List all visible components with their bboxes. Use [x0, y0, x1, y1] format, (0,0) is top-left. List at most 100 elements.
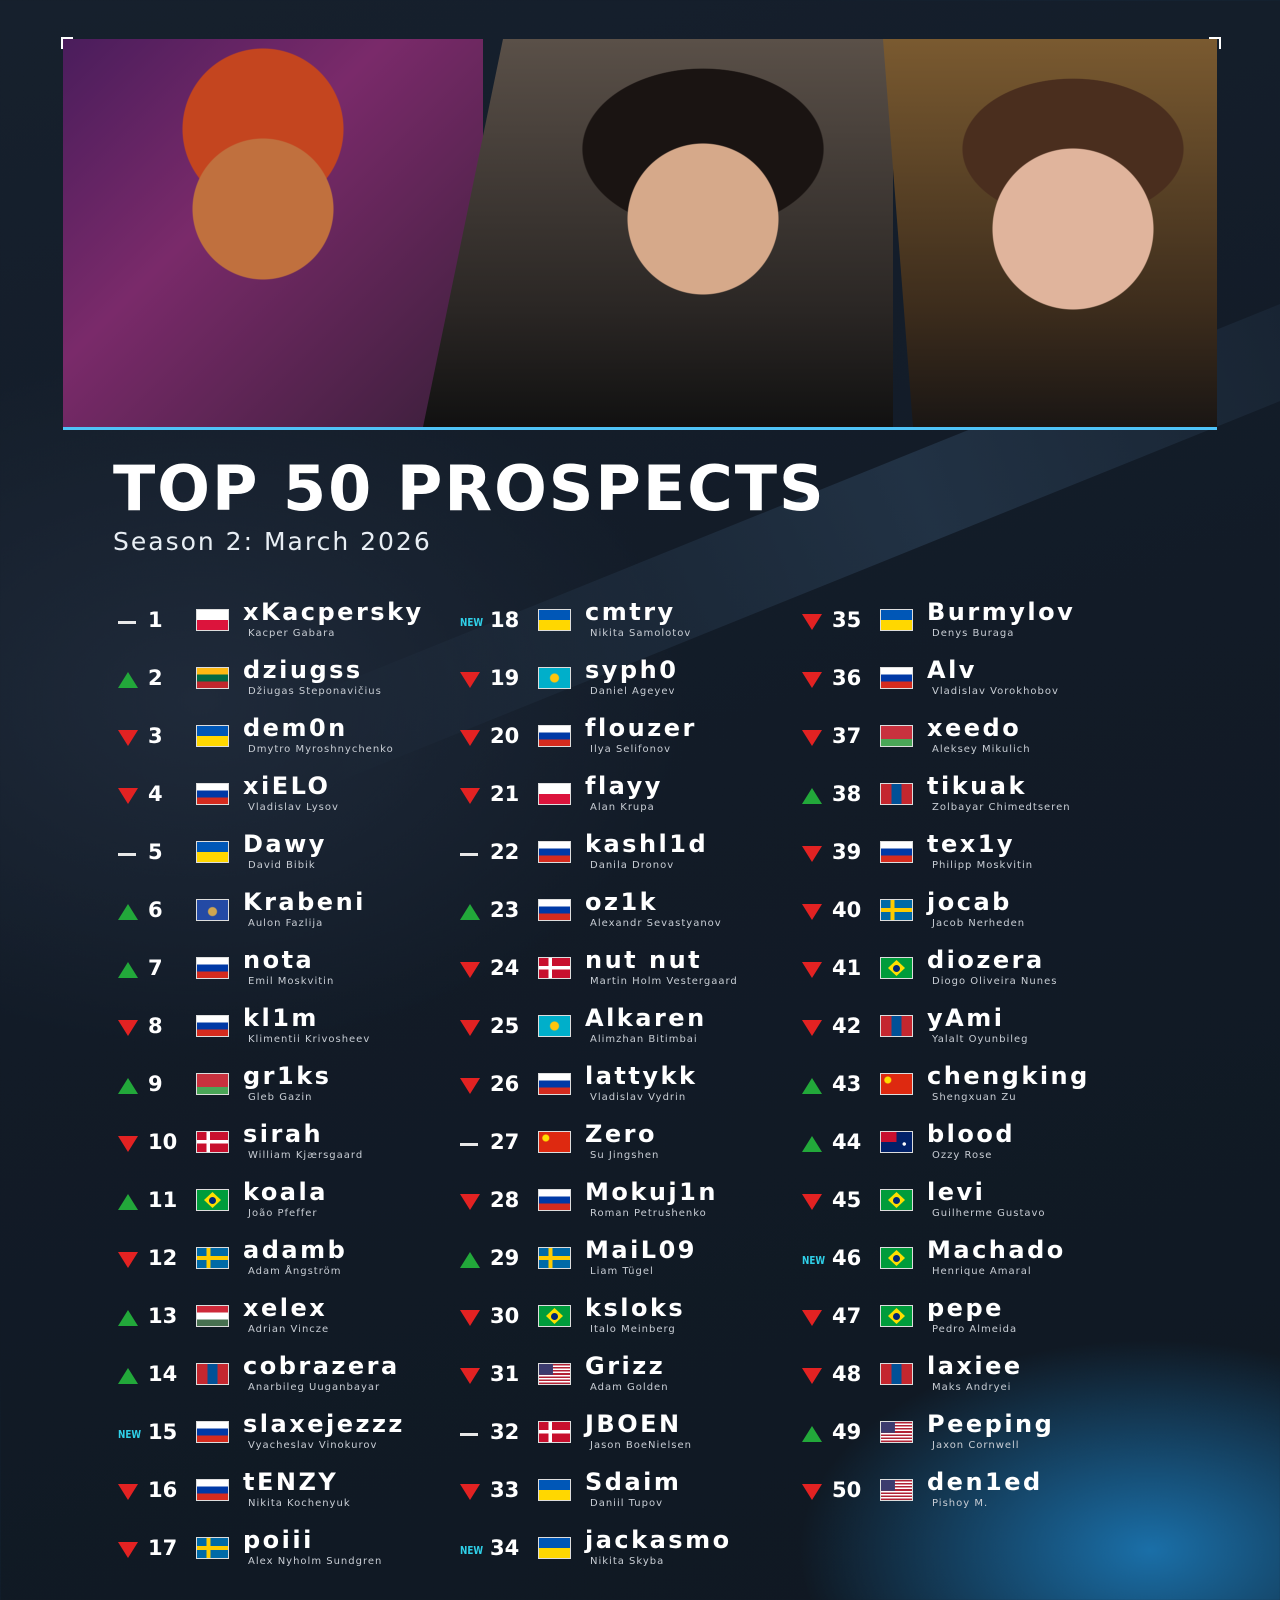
flag-ru-icon [880, 667, 913, 689]
trend-down-icon [460, 788, 480, 804]
prospect-row: 28 Mokuj1n Roman Petrushenko [460, 1178, 790, 1232]
trend-indicator [460, 1136, 484, 1152]
player-real-name: Henrique Amaral [932, 1266, 1032, 1277]
prospect-row: 40 jocab Jacob Nerheden [802, 888, 1132, 942]
rank-number: 17 [148, 1536, 178, 1560]
player-nickname: adamb [243, 1236, 348, 1264]
trend-down-icon [118, 1136, 138, 1152]
rank-number: 45 [832, 1188, 862, 1212]
prospect-row: NEW 34 jackasmo Nikita Skyba [460, 1526, 790, 1580]
rank-number: 7 [148, 956, 163, 980]
trend-indicator [460, 788, 484, 804]
prospect-row: 39 tex1y Philipp Moskvitin [802, 830, 1132, 884]
rank-number: 33 [490, 1478, 520, 1502]
flag-pl-icon [196, 609, 229, 631]
player-real-name: Jaxon Cornwell [932, 1440, 1020, 1451]
rank-number: 5 [148, 840, 163, 864]
new-badge: NEW [118, 1428, 142, 1441]
player-nickname: flayy [585, 772, 663, 800]
prospect-row: 10 sirah William Kjærsgaard [118, 1120, 448, 1174]
flag-ua-icon [538, 609, 571, 631]
flag-ru-icon [196, 1479, 229, 1501]
prospect-row: 24 nut nut Martin Holm Vestergaard [460, 946, 790, 1000]
trend-down-icon [802, 962, 822, 978]
prospect-row: 38 tikuak Zolbayar Chimedtseren [802, 772, 1132, 826]
player-nickname: ksloks [585, 1294, 686, 1322]
prospect-row: 11 koala João Pfeffer [118, 1178, 448, 1232]
prospect-row: 33 Sdaim Daniil Tupov [460, 1468, 790, 1522]
rank-number: 1 [148, 608, 163, 632]
trend-indicator [460, 672, 484, 688]
player-nickname: blood [927, 1120, 1016, 1148]
player-real-name: Dmytro Myroshnychenko [248, 744, 394, 755]
player-real-name: Alimzhan Bitimbai [590, 1034, 698, 1045]
player-photo-left [63, 39, 483, 427]
player-real-name: Pishoy M. [932, 1498, 989, 1509]
trend-indicator: NEW [460, 1542, 484, 1558]
rank-number: 6 [148, 898, 163, 922]
prospect-row: 2 dziugss Džiugas Steponavičius [118, 656, 448, 710]
player-nickname: jackasmo [585, 1526, 732, 1554]
trend-unchanged-icon [118, 853, 136, 856]
flag-ru-icon [538, 725, 571, 747]
player-nickname: xKacpersky [243, 598, 424, 626]
rank-number: 14 [148, 1362, 178, 1386]
trend-up-icon [118, 962, 138, 978]
prospect-row: 43 chengking Shengxuan Zu [802, 1062, 1132, 1116]
rank-number: 31 [490, 1362, 520, 1386]
trend-indicator: NEW [802, 1252, 826, 1268]
player-nickname: tENZY [243, 1468, 339, 1496]
rank-number: 37 [832, 724, 862, 748]
trend-indicator: NEW [460, 614, 484, 630]
prospect-row: 27 Zero Su Jingshen [460, 1120, 790, 1174]
player-real-name: Džiugas Steponavičius [248, 686, 382, 697]
trend-down-icon [460, 1310, 480, 1326]
player-nickname: MaiL09 [585, 1236, 697, 1264]
player-real-name: Ozzy Rose [932, 1150, 993, 1161]
prospect-row: 22 kashl1d Danila Dronov [460, 830, 790, 884]
trend-indicator [118, 1020, 142, 1036]
rank-number: 43 [832, 1072, 862, 1096]
trend-down-icon [118, 1484, 138, 1500]
trend-indicator [118, 1078, 142, 1094]
flag-pl-icon [538, 783, 571, 805]
trend-indicator [118, 788, 142, 804]
flag-br-icon [880, 1189, 913, 1211]
trend-indicator [802, 730, 826, 746]
trend-down-icon [802, 672, 822, 688]
player-real-name: Jason BoeNielsen [590, 1440, 692, 1451]
trend-down-icon [118, 730, 138, 746]
prospect-row: 49 Peeping Jaxon Cornwell [802, 1410, 1132, 1464]
player-nickname: nota [243, 946, 315, 974]
flag-ua-icon [196, 725, 229, 747]
flag-au-icon [880, 1131, 913, 1153]
prospect-row: 4 xiELO Vladislav Lysov [118, 772, 448, 826]
frame-corner [61, 37, 73, 49]
flag-ru-icon [538, 1189, 571, 1211]
flag-ua-icon [196, 841, 229, 863]
player-real-name: Alexandr Sevastyanov [590, 918, 722, 929]
trend-up-icon [118, 1368, 138, 1384]
trend-down-icon [118, 1252, 138, 1268]
trend-indicator [802, 904, 826, 920]
flag-ru-icon [538, 1073, 571, 1095]
prospect-row: 16 tENZY Nikita Kochenyuk [118, 1468, 448, 1522]
flag-us-icon [880, 1421, 913, 1443]
flag-se-icon [196, 1537, 229, 1559]
prospect-row: 44 blood Ozzy Rose [802, 1120, 1132, 1174]
rank-number: 41 [832, 956, 862, 980]
trend-up-icon [802, 1136, 822, 1152]
player-real-name: William Kjærsgaard [248, 1150, 364, 1161]
prospect-row: 13 xelex Adrian Vincze [118, 1294, 448, 1348]
rank-number: 39 [832, 840, 862, 864]
rank-number: 19 [490, 666, 520, 690]
trend-up-icon [802, 1426, 822, 1442]
rank-number: 3 [148, 724, 163, 748]
flag-ru-icon [196, 957, 229, 979]
prospect-row: 3 dem0n Dmytro Myroshnychenko [118, 714, 448, 768]
player-nickname: Machado [927, 1236, 1066, 1264]
flag-cn-icon [880, 1073, 913, 1095]
trend-down-icon [802, 904, 822, 920]
flag-dk-icon [538, 957, 571, 979]
trend-down-icon [460, 1194, 480, 1210]
